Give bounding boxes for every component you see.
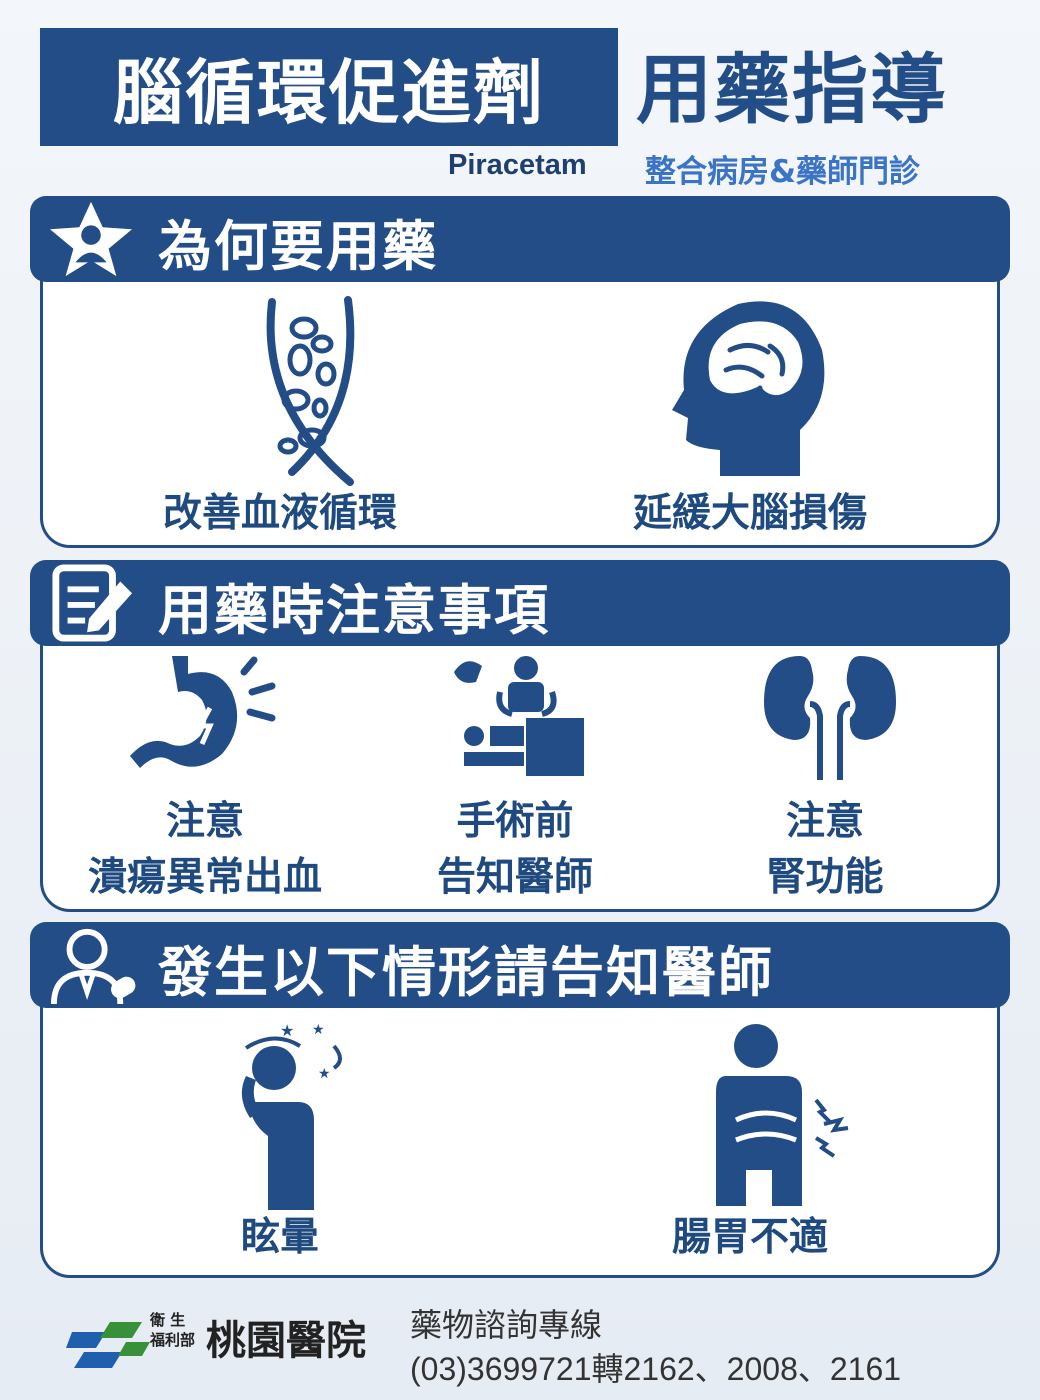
drug-name: Piracetam — [448, 149, 587, 182]
section-title: 發生以下情形請告知醫師 — [158, 928, 774, 1007]
section-header: 為何要用藥 — [30, 196, 1010, 282]
page-title: 腦循環促進劑 — [40, 28, 618, 146]
section-header: 用藥時注意事項 — [30, 560, 1010, 646]
item-label: 眩暈 — [90, 1212, 470, 1264]
item-label: 延緩大腦損傷 — [540, 488, 960, 540]
star-person-icon — [42, 198, 140, 280]
section-title: 用藥時注意事項 — [158, 566, 550, 645]
blood-vessel-icon — [230, 296, 370, 486]
item-label-line2: 告知醫師 — [370, 850, 660, 906]
item-label: 改善血液循環 — [70, 488, 490, 540]
item-label-line2: 腎功能 — [680, 850, 970, 906]
ministry-label: 衛 生 福利部 — [150, 1310, 206, 1350]
section-header: 發生以下情形請告知醫師 — [30, 922, 1010, 1008]
notepad-pen-icon — [42, 562, 140, 644]
section-precautions: 用藥時注意事項 注意 潰瘍異常出血 手術前 告知醫師 注意 腎功能 — [30, 560, 1010, 912]
item-label-line2: 潰瘍異常出血 — [60, 850, 350, 906]
item-label-line1: 手術前 — [370, 794, 660, 850]
svg-text:★: ★ — [312, 1022, 325, 1038]
ministry-line2: 福利部 — [150, 1330, 206, 1350]
hospital-logo — [66, 1312, 150, 1374]
doctor-icon — [42, 924, 140, 1006]
surgery-icon — [450, 652, 590, 782]
kidney-icon — [760, 652, 900, 782]
item-label-line1: 注意 — [60, 794, 350, 850]
svg-text:★: ★ — [280, 1021, 294, 1040]
hotline-label: 藥物諮詢專線 — [410, 1300, 602, 1346]
stomach-pain-icon — [126, 652, 286, 782]
item-label: 腸胃不適 — [560, 1212, 940, 1264]
brain-head-icon — [650, 290, 830, 480]
hospital-name: 桃園醫院 — [206, 1308, 366, 1366]
item-label: 手術前 告知醫師 — [370, 794, 660, 906]
subtitle: 整合病房&藥師門診 — [645, 146, 920, 191]
section-why-medication: 為何要用藥 改善血液循環 延緩大腦損傷 — [30, 196, 1010, 548]
item-label-line1: 注意 — [680, 794, 970, 850]
section-tell-doctor: 發生以下情形請告知醫師 ★ ★ ★ 眩暈 腸胃不適 — [30, 922, 1010, 1278]
dizzy-person-icon: ★ ★ ★ — [216, 1016, 366, 1212]
section-title: 為何要用藥 — [158, 202, 438, 281]
ministry-line1: 衛 生 — [150, 1310, 206, 1330]
item-label: 注意 腎功能 — [680, 794, 970, 906]
svg-text:★: ★ — [318, 1066, 331, 1082]
stomachache-person-icon — [706, 1020, 856, 1210]
hotline-number: (03)3699721轉2162、2008、2161 — [410, 1344, 901, 1390]
page-title-right: 用藥指導 — [636, 28, 996, 128]
item-label: 注意 潰瘍異常出血 — [60, 794, 350, 906]
